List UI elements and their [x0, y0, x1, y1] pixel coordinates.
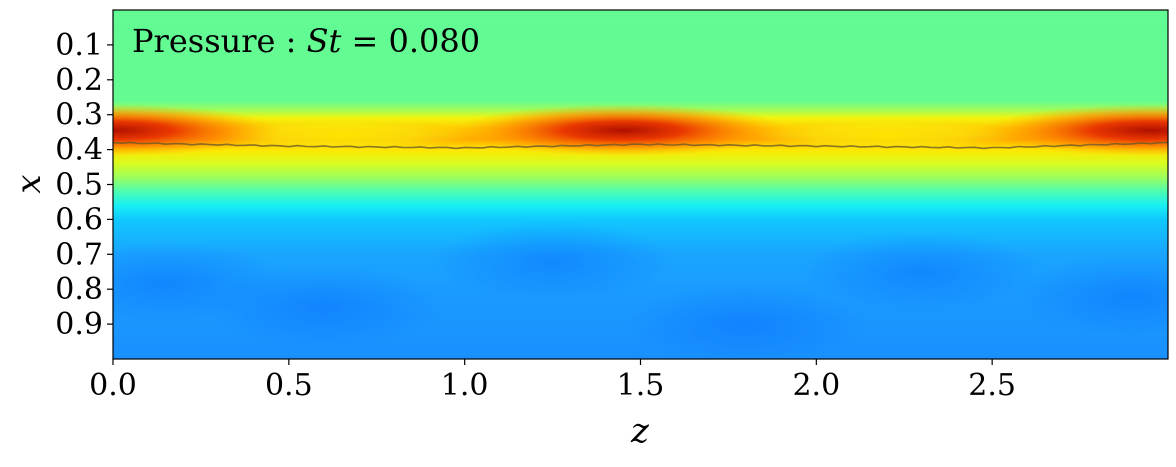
x-tick-label: 1.5 [617, 368, 665, 403]
interface-line [113, 141, 1168, 150]
chart-title: Pressure : St = 0.080 [132, 22, 480, 60]
x-axis-label: z [630, 411, 650, 451]
low-pressure-region [204, 266, 444, 347]
title-variable: St [307, 22, 342, 60]
title-value: = 0.080 [341, 22, 480, 60]
y-tick-label: 0.2 [55, 63, 103, 98]
x-tick-label: 0.5 [265, 368, 313, 403]
y-tick-label: 0.3 [55, 98, 103, 133]
y-axis-label: x [9, 174, 49, 193]
x-tick-label: 0.0 [89, 368, 137, 403]
low-pressure-region [626, 284, 866, 359]
y-tick-label: 0.8 [55, 272, 103, 307]
x-axis: 0.0 0.5 1.0 1.5 2.0 2.5 [89, 359, 1016, 403]
x-tick-label: 1.0 [441, 368, 489, 403]
pressure-trough [756, 119, 1017, 152]
y-tick-label: 0.1 [55, 28, 103, 63]
low-pressure-region [801, 231, 1042, 312]
low-pressure-region [1012, 256, 1168, 337]
pressure-peak [452, 104, 793, 157]
x-tick-label: 2.5 [968, 368, 1016, 403]
plot-area [113, 10, 1168, 359]
y-tick-label: 0.6 [55, 202, 103, 237]
y-tick-label: 0.5 [55, 168, 103, 203]
y-axis: 0.10.20.30.40.50.60.70.80.9 [55, 28, 113, 342]
y-tick-label: 0.7 [55, 237, 103, 272]
y-tick-label: 0.9 [55, 307, 103, 342]
y-tick-label: 0.4 [55, 133, 103, 168]
low-pressure-region [432, 221, 673, 302]
x-tick-label: 2.0 [792, 368, 840, 403]
title-label: Pressure : [132, 22, 307, 60]
